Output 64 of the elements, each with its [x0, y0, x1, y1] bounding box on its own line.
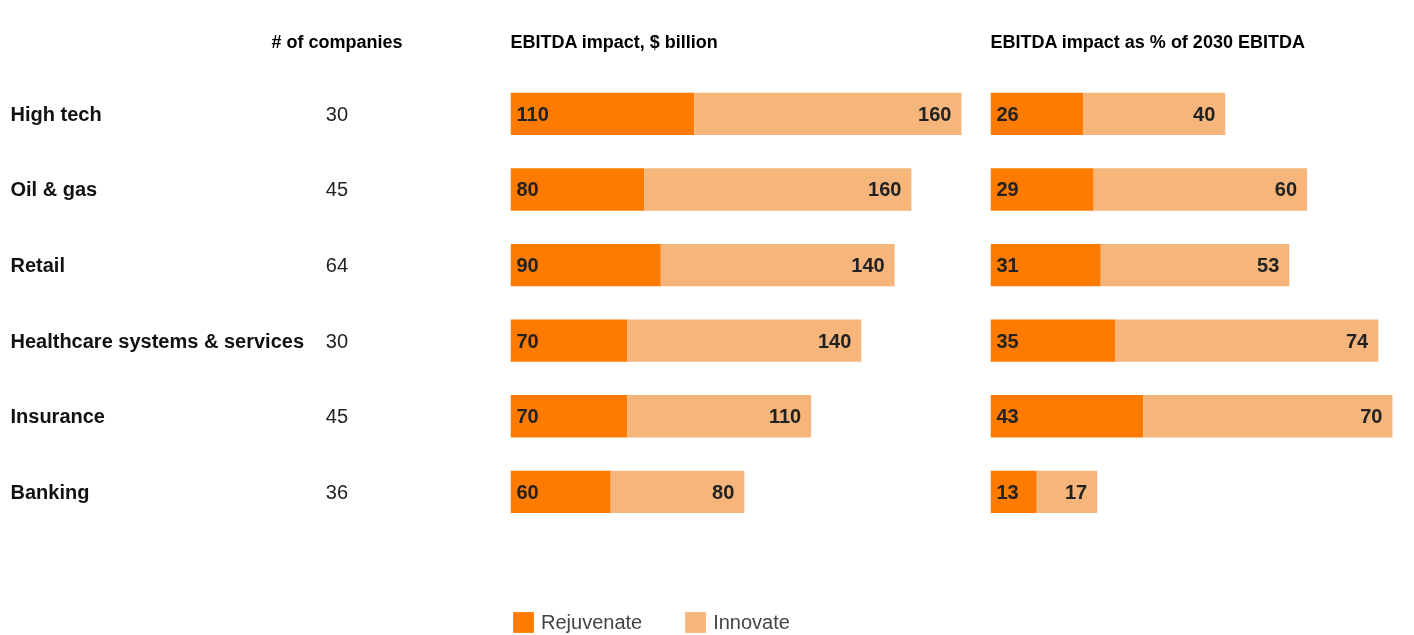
data-label: 35: [996, 329, 1019, 352]
data-label: 60: [516, 480, 539, 503]
data-label: 140: [851, 254, 885, 277]
legend-label: Rejuvenate: [541, 610, 643, 634]
bar: [510, 92, 695, 136]
bar: [1115, 319, 1379, 362]
bar: [644, 168, 912, 211]
data-label: 30: [325, 329, 349, 352]
chart-title: EBITDA impact as % of 2030 EBITDA: [990, 32, 1305, 53]
data-label: 64: [325, 254, 349, 277]
data-label: 53: [1257, 254, 1280, 277]
bar: [510, 395, 628, 438]
bar: [1100, 243, 1290, 287]
bar: [1093, 168, 1308, 211]
data-label: 40: [1193, 102, 1216, 125]
bar: [510, 243, 661, 287]
data-label: 36: [325, 480, 349, 503]
legend-label: Innovate: [713, 610, 790, 634]
data-label: 45: [325, 405, 349, 428]
bar: [1036, 470, 1098, 514]
bar: [990, 243, 1101, 287]
data-label: 140: [817, 329, 852, 352]
bar: [1082, 92, 1226, 136]
bar: [660, 243, 895, 287]
bar: [990, 395, 1144, 438]
bar: [510, 168, 645, 211]
data-label: 30: [325, 102, 349, 125]
data-label: 31: [996, 254, 1019, 277]
data-label: 13: [996, 480, 1019, 503]
data-label: 160: [868, 178, 902, 201]
data-label: 90: [516, 254, 539, 277]
bar: [990, 168, 1094, 211]
data-label: 70: [516, 405, 539, 428]
data-label: 160: [918, 102, 952, 125]
category-label: Insurance: [10, 405, 105, 428]
data-label: 74: [1345, 329, 1370, 352]
text: # of companies: [271, 32, 403, 53]
category-label: Oil & gas: [10, 178, 98, 201]
data-label: 45: [325, 178, 349, 201]
bar: [1143, 395, 1393, 438]
bar: [990, 92, 1083, 136]
bar: [990, 319, 1115, 362]
data-label: 110: [768, 405, 802, 428]
bar: [510, 470, 611, 514]
data-label: 60: [1274, 178, 1298, 201]
data-label: 26: [996, 102, 1019, 125]
category-label: Healthcare systems & services: [10, 329, 305, 352]
data-label: 70: [516, 329, 539, 352]
data-label: 43: [996, 405, 1019, 428]
bar: [627, 395, 812, 438]
category-label: Retail: [10, 254, 65, 277]
bar: [510, 319, 628, 362]
category-label: Banking: [10, 480, 90, 503]
data-label: 17: [1064, 480, 1088, 503]
data-label: 80: [516, 178, 539, 201]
category-label: High tech: [10, 102, 102, 125]
data-label: 70: [1360, 405, 1383, 428]
chart-title: EBITDA impact, $ billion: [510, 32, 718, 53]
bar: [627, 319, 862, 362]
data-label: 29: [996, 178, 1019, 201]
bar: [610, 470, 745, 514]
bar: [694, 92, 962, 136]
data-label: 110: [516, 102, 549, 125]
data-label: 80: [712, 480, 735, 503]
